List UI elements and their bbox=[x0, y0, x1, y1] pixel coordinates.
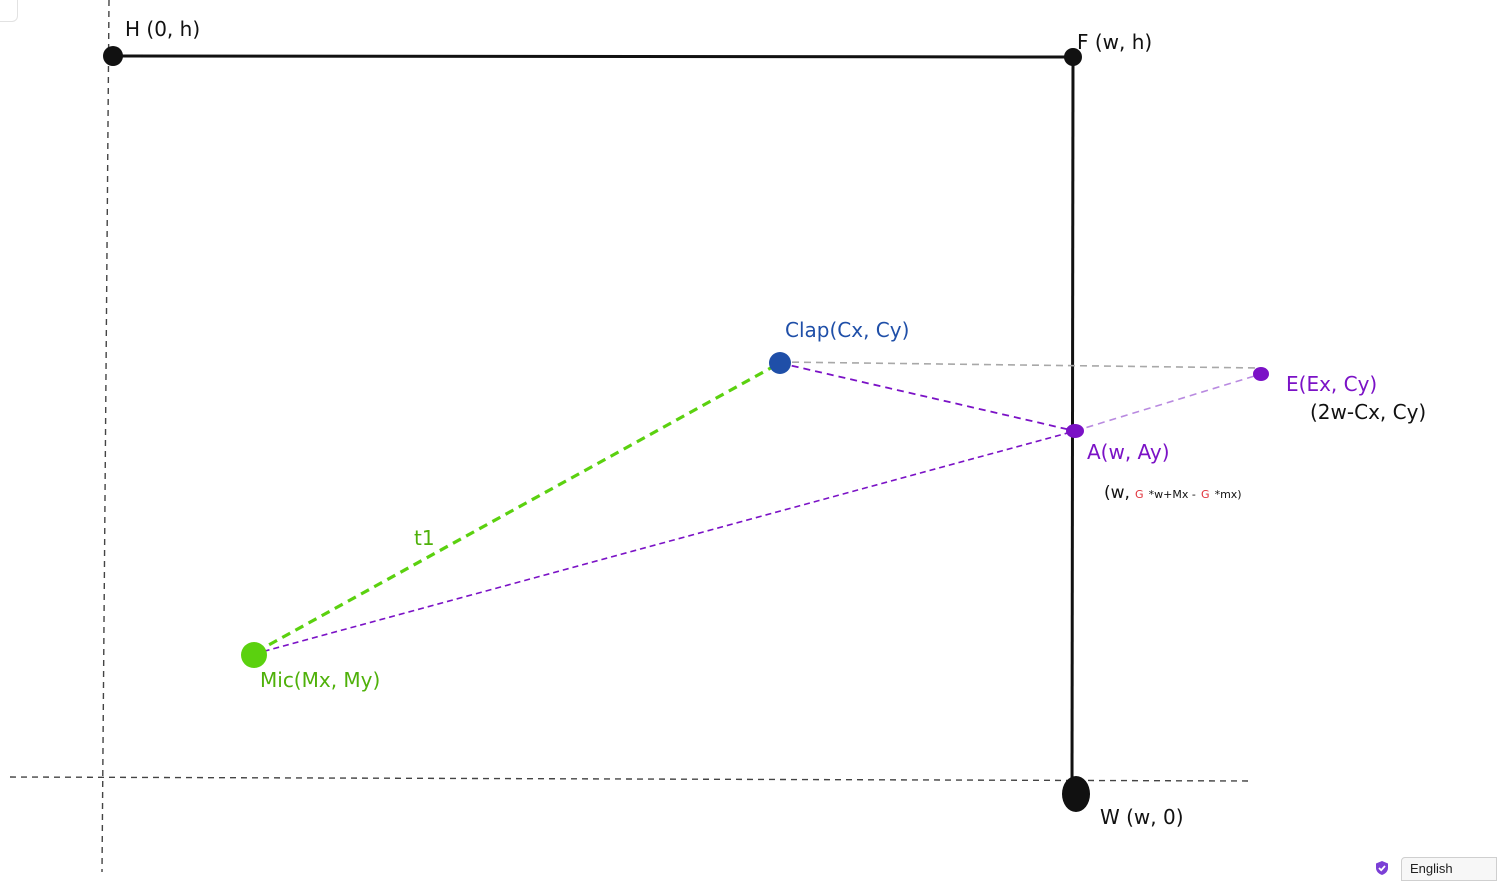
mic-to-clap-line bbox=[255, 362, 779, 654]
point-a bbox=[1066, 424, 1084, 438]
point-w bbox=[1062, 776, 1090, 812]
label-e-coords: (2w-Cx, Cy) bbox=[1310, 400, 1426, 424]
clap-to-e-line bbox=[779, 361, 1262, 369]
label-a: A(w, Ay) bbox=[1087, 440, 1170, 464]
point-h bbox=[103, 46, 123, 66]
label-clap: Clap(Cx, Cy) bbox=[785, 318, 909, 342]
formula-open: (w, bbox=[1104, 483, 1130, 503]
formula-g2: G bbox=[1201, 488, 1210, 501]
formula-part1: *w+Mx - bbox=[1149, 488, 1196, 501]
corner-tab bbox=[0, 0, 18, 22]
point-f bbox=[1064, 48, 1082, 66]
label-h: H (0, h) bbox=[125, 17, 200, 41]
a-to-e-line bbox=[1074, 373, 1262, 432]
y-axis-dashed bbox=[101, 0, 110, 872]
point-mic bbox=[241, 642, 267, 668]
label-a-formula: (w, G *w+Mx - G *mx) bbox=[1104, 483, 1242, 503]
x-axis-dashed bbox=[9, 776, 1249, 782]
formula-g1: G bbox=[1135, 488, 1144, 501]
formula-part2: *mx) bbox=[1215, 488, 1242, 501]
language-select[interactable]: English bbox=[1401, 857, 1497, 881]
label-mic: Mic(Mx, My) bbox=[260, 668, 380, 692]
language-area: English bbox=[1372, 856, 1497, 881]
label-f: F (w, h) bbox=[1077, 30, 1152, 54]
mic-to-a-line bbox=[253, 430, 1076, 655]
label-t1: t1 bbox=[414, 526, 435, 550]
label-w: W (w, 0) bbox=[1100, 805, 1184, 829]
label-e: E(Ex, Cy) bbox=[1286, 372, 1377, 396]
point-clap bbox=[769, 352, 791, 374]
clap-to-a-line bbox=[779, 362, 1076, 432]
point-e bbox=[1253, 367, 1269, 381]
shield-check-icon bbox=[1376, 861, 1388, 875]
top-wall-line bbox=[112, 54, 1074, 59]
